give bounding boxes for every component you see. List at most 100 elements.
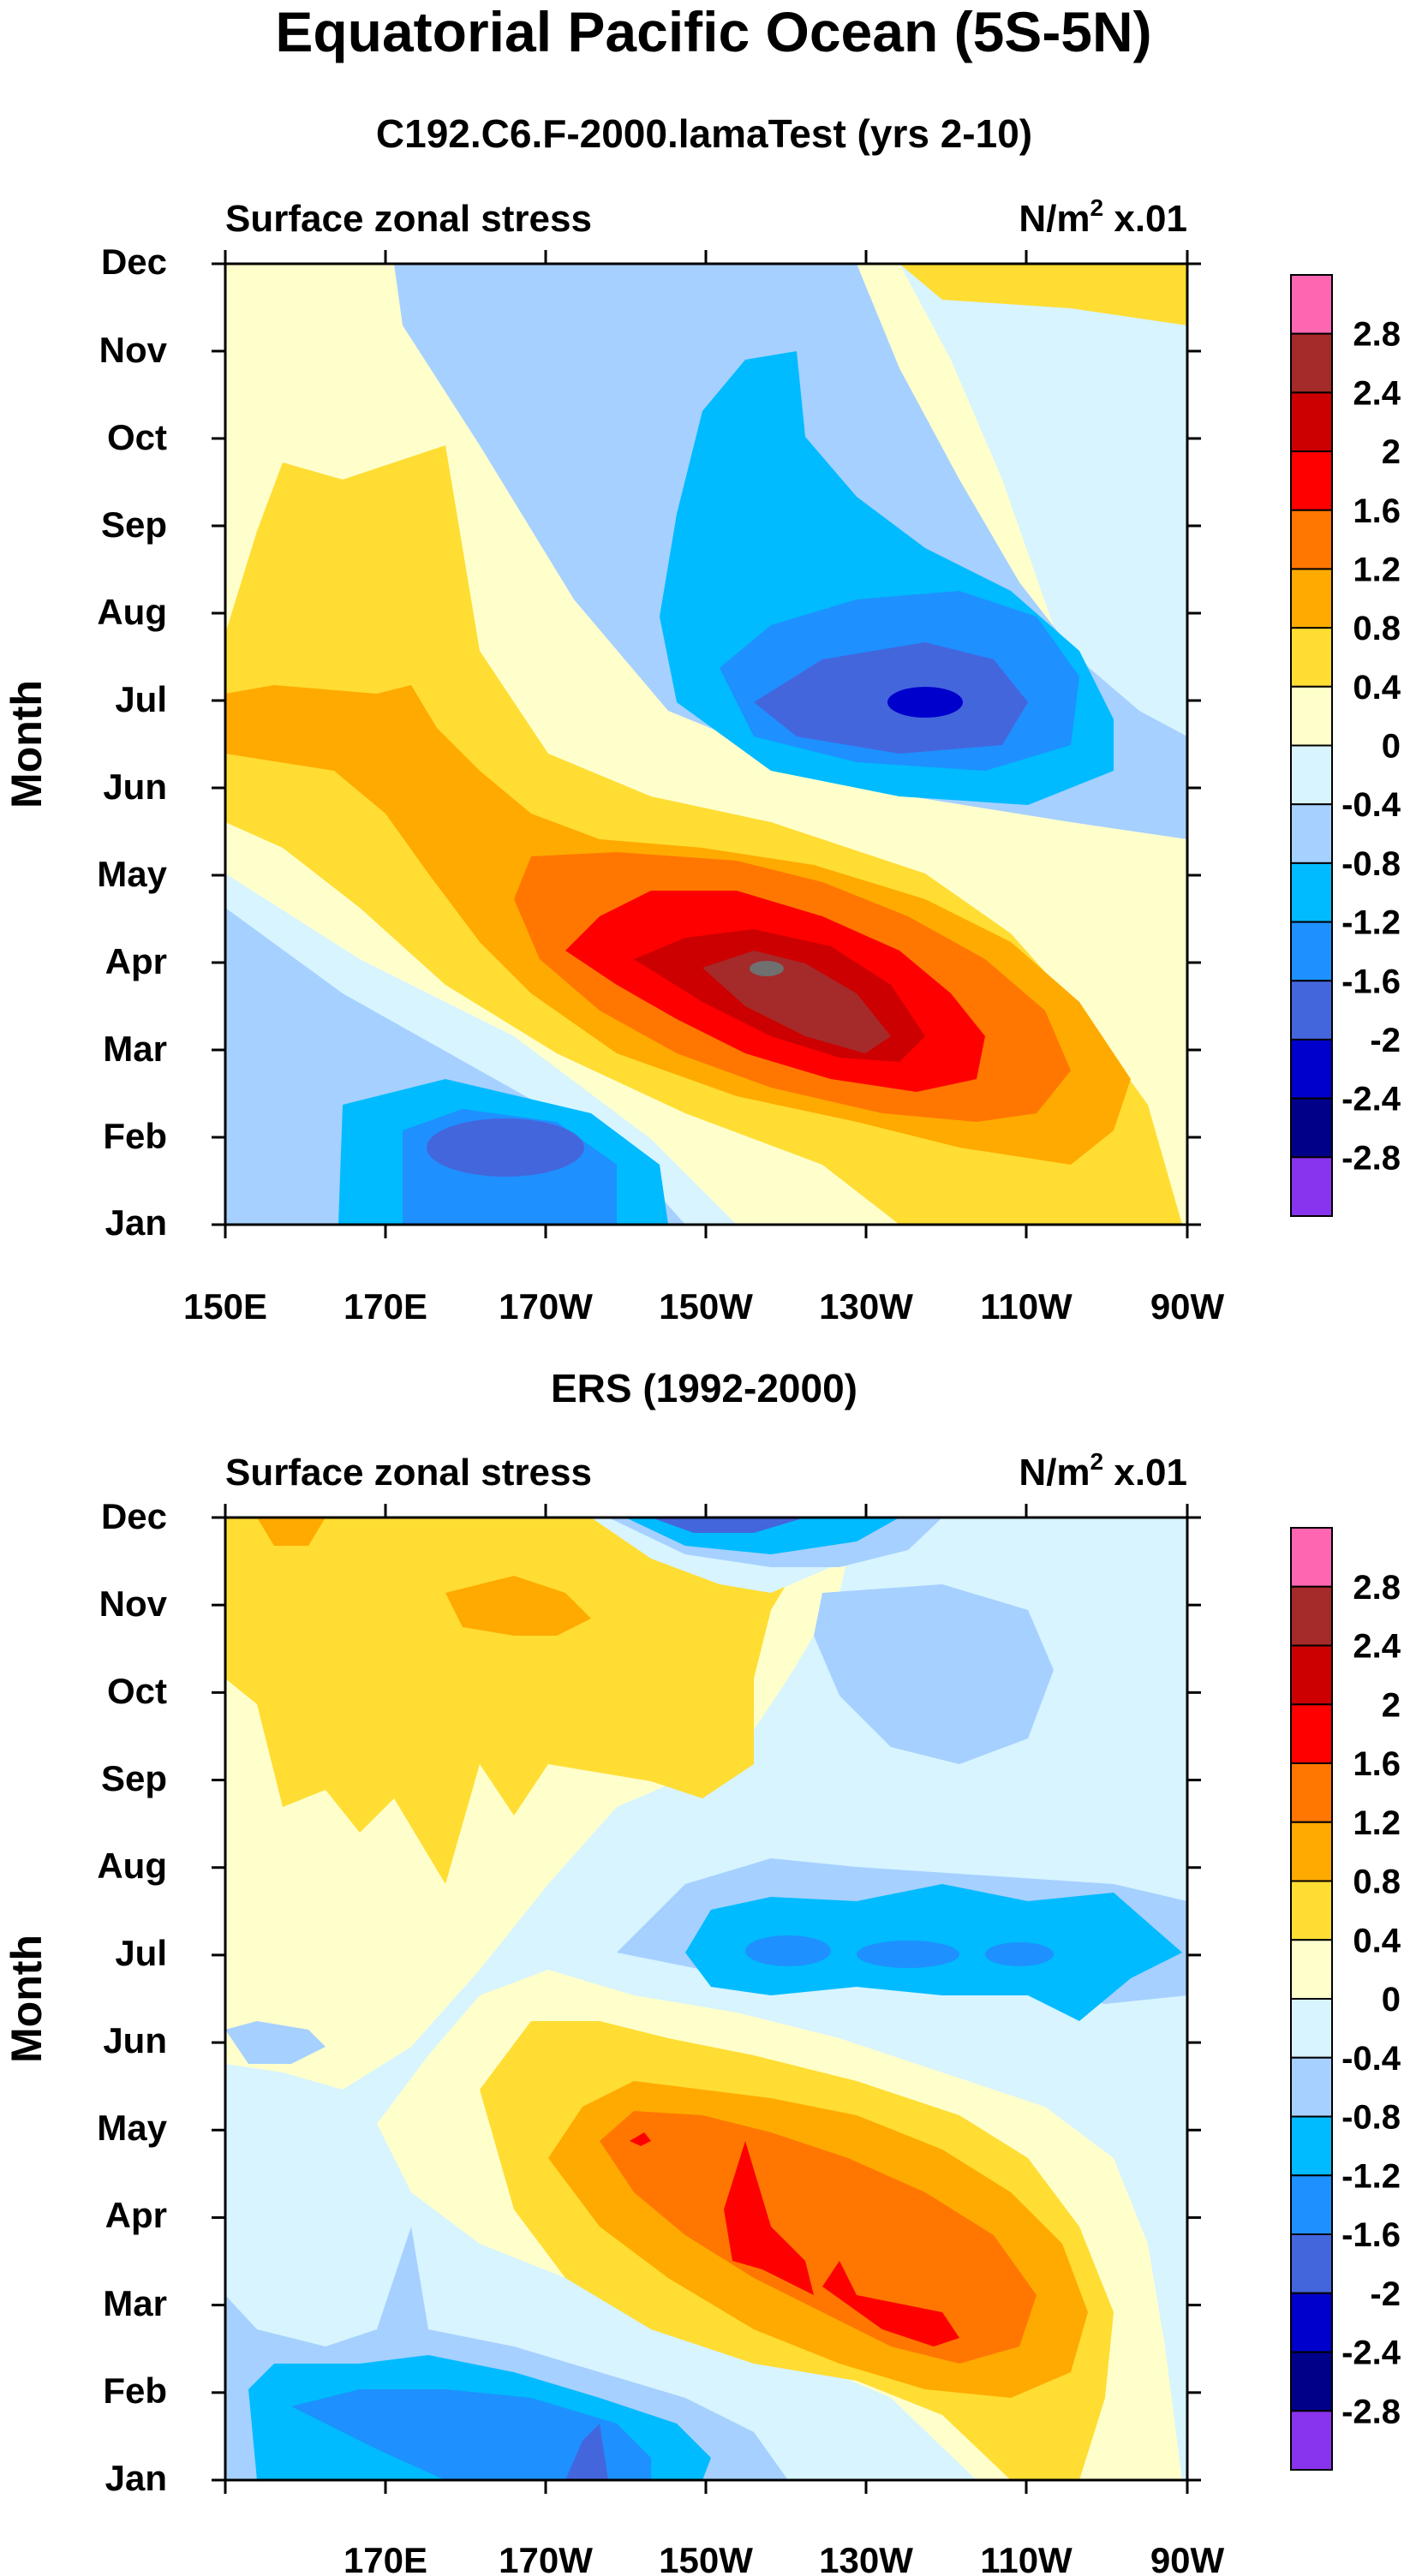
panel2-colorbar-swatch [1290, 1880, 1333, 1941]
panel2-colorbar-label: -0.8 [1341, 2099, 1401, 2137]
panel2-colorbar-label: 2 [1382, 1686, 1401, 1724]
panel2-colorbar-swatch [1290, 2115, 1333, 2177]
panel1-colorbar-swatch [1290, 509, 1333, 570]
panel1-field [225, 264, 1187, 1225]
panel1-y-tick-label: Feb [103, 1116, 167, 1156]
panel1-contour-neg04-ne [360, 264, 1187, 822]
panel2-colorbar-label: 0.8 [1353, 1863, 1401, 1901]
panel1-y-tick-label: Dec [101, 242, 167, 282]
panel1-colorbar-label: 0.4 [1353, 669, 1401, 707]
panel1-colorbar-swatch [1290, 332, 1333, 394]
panel1-colorbar-swatch [1290, 980, 1333, 1041]
panel2-y-tick-label: Aug [97, 1846, 167, 1886]
panel1-colorbar-swatch [1290, 862, 1333, 923]
panel1-y-axis-label: Month [3, 680, 51, 808]
panel1-colorbar-label: -2 [1370, 1022, 1401, 1059]
panel1-x-tick-label: 150E [183, 1286, 267, 1327]
panel2-y-tick-label: Sep [101, 1758, 167, 1798]
panel2-x-tick-label: 150W [659, 2540, 753, 2576]
panel2-colorbar-swatch [1290, 2351, 1333, 2412]
panel2-y-tick-label: Nov [99, 1583, 168, 1624]
panel2-y-tick-label: Mar [103, 2283, 167, 2323]
panel2-colorbar-label: 2.4 [1353, 1628, 1401, 1666]
panel1-colorbar-swatch [1290, 391, 1333, 453]
panel2-colorbar-swatch [1290, 1527, 1333, 1588]
panel1-units-label: N/m2 x.01 [1019, 194, 1187, 240]
panel1-y-tick-label: Aug [97, 592, 167, 632]
panel1-subtitle: C192.C6.F-2000.lamaTest (yrs 2-10) [376, 111, 1032, 156]
panel2-contour-pos12-s [600, 2111, 1037, 2364]
panel2-colorbar-label: 1.2 [1353, 1804, 1401, 1842]
panel1-colorbar-swatch [1290, 274, 1333, 335]
panel2-y-tick-label: Jun [103, 2020, 167, 2060]
panel1-colorbar-swatch [1290, 685, 1333, 747]
panel1-contour-neg24-ne [887, 687, 963, 718]
panel2-x-tick-label: 110W [980, 2540, 1072, 2576]
panel1-y-tick-label: Oct [107, 417, 167, 457]
panel1-contour-pos28 [750, 961, 784, 976]
panel2-colorbar-swatch [1290, 2410, 1333, 2471]
panel1-colorbar-label: 2 [1382, 433, 1401, 471]
panel2-y-tick-label: Feb [103, 2370, 167, 2411]
panel2-contour-pos16-b [822, 2261, 959, 2346]
panel1-y-tick-label: May [97, 854, 167, 894]
panel2-contour-neg16-jul-b [857, 1941, 959, 1968]
panel2-colorbar-label: 0 [1382, 1981, 1401, 2018]
panel1-colorbar-swatch [1290, 1097, 1333, 1159]
panel2-contour-neg04-w [225, 2021, 326, 2064]
figure-title: Equatorial Pacific Ocean (5S-5N) [275, 0, 1151, 63]
panel1-colorbar-swatch [1290, 921, 1333, 982]
panel2-y-tick-label: Jul [115, 1933, 167, 1973]
panel2-field [225, 1518, 1187, 2480]
panel2-colorbar: 2.8 2.4 2 1.6 1.2 0.8 0.4 0 -0.4 -0.8 -1.2 -1.6 -2 -2… [1290, 1527, 1401, 2471]
panel1-colorbar-label: 2.8 [1353, 316, 1401, 354]
panel2-colorbar-swatch [1290, 1762, 1333, 1823]
panel1-y-tick-label: Mar [103, 1029, 167, 1069]
panel2-colorbar-label: -1.2 [1341, 2157, 1401, 2195]
panel2-units-label: N/m2 x.01 [1019, 1448, 1187, 1494]
panel1-colorbar-swatch [1290, 627, 1333, 688]
panel1-colorbar-label: 0.8 [1353, 610, 1401, 647]
panel1-colorbar-swatch [1290, 744, 1333, 806]
panel2-contour-neg16-jul-c [985, 1942, 1054, 1966]
panel1-left-label: Surface zonal stress [225, 198, 592, 240]
panel1-colorbar-swatch [1290, 568, 1333, 629]
panel1-y-tick-label: Sep [101, 504, 167, 545]
panel2-colorbar-label: 1.6 [1353, 1745, 1401, 1783]
panel1-y-tick-label: Jul [115, 679, 167, 719]
panel1-x-tick-label: 90W [1150, 1286, 1225, 1327]
panel2-y-axis-label: Month [3, 1935, 51, 2063]
panel1-colorbar-swatch [1290, 450, 1333, 511]
panel1-colorbar: 2.8 2.4 2 1.6 1.2 0.8 0.4 0 -0.4 -0.8 -1.2 -1.6 -2 -2… [1290, 274, 1401, 1217]
panel2-colorbar-label: -0.4 [1341, 2040, 1401, 2078]
panel1-y-tick-label: Jan [105, 1202, 167, 1243]
panel2-colorbar-label: 0.4 [1353, 1922, 1401, 1959]
panel2-x-tick-label: 170E [344, 2540, 427, 2576]
panel1-ticks [212, 250, 1201, 1238]
panel2-y-tick-label: Oct [107, 1671, 167, 1711]
panel1-colorbar-label: -2.8 [1341, 1139, 1401, 1177]
panel1-x-tick-label: 170W [499, 1286, 593, 1327]
panel1-y-tick-label: Jun [103, 766, 167, 807]
panel2-y-tick-label: May [97, 2108, 167, 2148]
panel2-x-tick-label: 90W [1150, 2540, 1225, 2576]
panel1-colorbar-label: 0 [1382, 728, 1401, 766]
panel2-colorbar-label: -2.8 [1341, 2393, 1401, 2430]
panel2-contour-pos08-corner [257, 1518, 326, 1546]
panel2-contour-neg16-jul-a [745, 1935, 831, 1966]
panel1-colorbar-swatch [1290, 1156, 1333, 1217]
panel2-contour-pos16-a [724, 2141, 814, 2295]
panel2-colorbar-swatch [1290, 1703, 1333, 1764]
panel2-ticks [212, 1504, 1201, 2494]
panel1-contour-pos24 [702, 951, 891, 1053]
panel2-y-tick-label: Dec [101, 1496, 167, 1536]
panel2-y-tick-label: Jan [105, 2458, 167, 2498]
panel1-colorbar-swatch [1290, 1038, 1333, 1100]
panel2-colorbar-swatch [1290, 2292, 1333, 2353]
panel2-contour-neg08-ne [814, 1584, 1054, 1764]
panel2-colorbar-swatch [1290, 1644, 1333, 1706]
panel1-y-tick-label: Apr [105, 941, 167, 981]
panel1-x-tick-label: 110W [980, 1286, 1072, 1327]
panel2-colorbar-swatch [1290, 1585, 1333, 1647]
panel2-contour-neg16-top [651, 1518, 805, 1533]
